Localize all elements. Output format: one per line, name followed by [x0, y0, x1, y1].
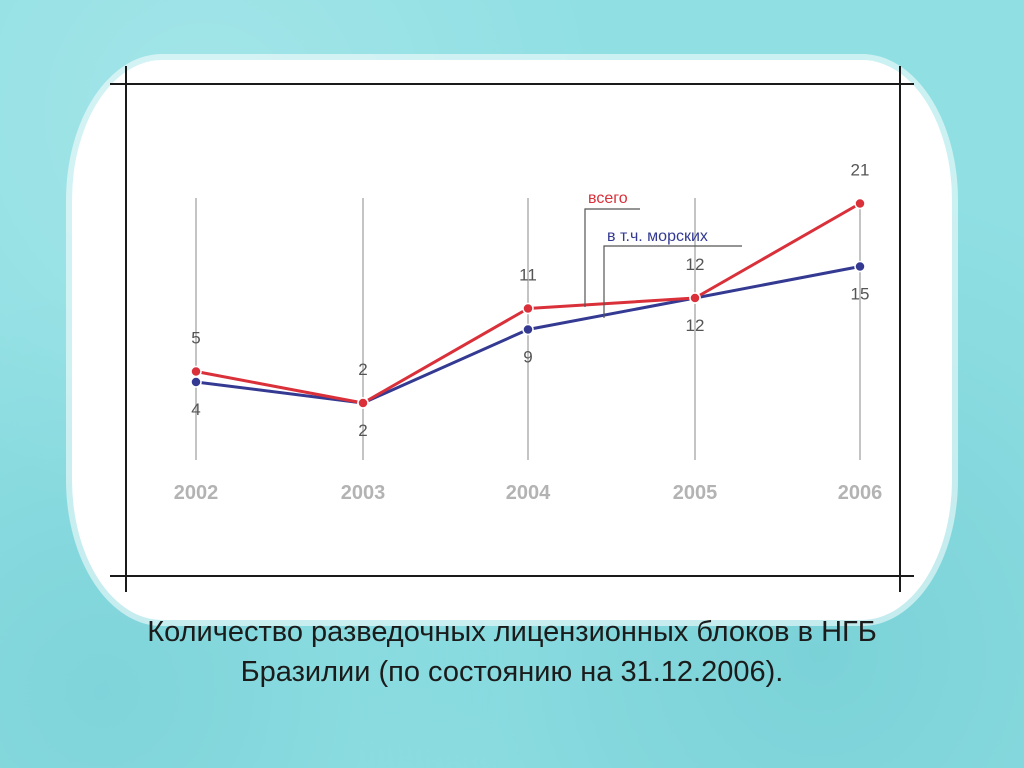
x-tick-2005: 2005	[673, 482, 718, 504]
point-1-2004	[522, 323, 534, 336]
legend-leader-total	[584, 208, 640, 307]
data-label-total-2003: 2	[358, 360, 367, 379]
legend-leader-offshore	[603, 245, 742, 318]
caption-line-1: Количество разведочных лицензионных блок…	[147, 616, 877, 648]
data-label-offshore-2006: 15	[851, 285, 870, 304]
point-0-2004	[522, 302, 534, 315]
caption-line-2: Бразилии (по состоянию на 31.12.2006).	[240, 656, 784, 688]
data-label-offshore-2003: 2	[358, 421, 367, 440]
legend-label-offshore: в т.ч. морских	[607, 228, 708, 245]
point-1-2002	[190, 376, 202, 388]
point-0-2006	[854, 197, 866, 210]
x-tick-2006: 2006	[838, 482, 883, 504]
data-label-offshore-2005: 12	[686, 316, 705, 335]
point-0-2003	[357, 397, 369, 409]
chart-caption: Количество разведочных лицензионных блок…	[40, 612, 984, 692]
data-label-total-2006: 21	[851, 161, 870, 180]
data-label-total-2004: 11	[519, 266, 537, 285]
data-label-total-2002: 5	[191, 329, 200, 348]
x-tick-2003: 2003	[341, 482, 386, 504]
point-0-2005	[689, 292, 701, 304]
point-0-2002	[190, 365, 202, 378]
data-label-offshore-2002: 4	[191, 400, 200, 419]
chart-card	[72, 60, 952, 620]
x-tick-2004: 2004	[506, 482, 551, 504]
legend-label-total: всего	[588, 190, 628, 207]
point-1-2006	[854, 260, 866, 273]
x-tick-2002: 2002	[174, 482, 219, 504]
data-label-offshore-2004: 9	[523, 348, 532, 367]
data-label-total-2005: 12	[686, 255, 705, 274]
